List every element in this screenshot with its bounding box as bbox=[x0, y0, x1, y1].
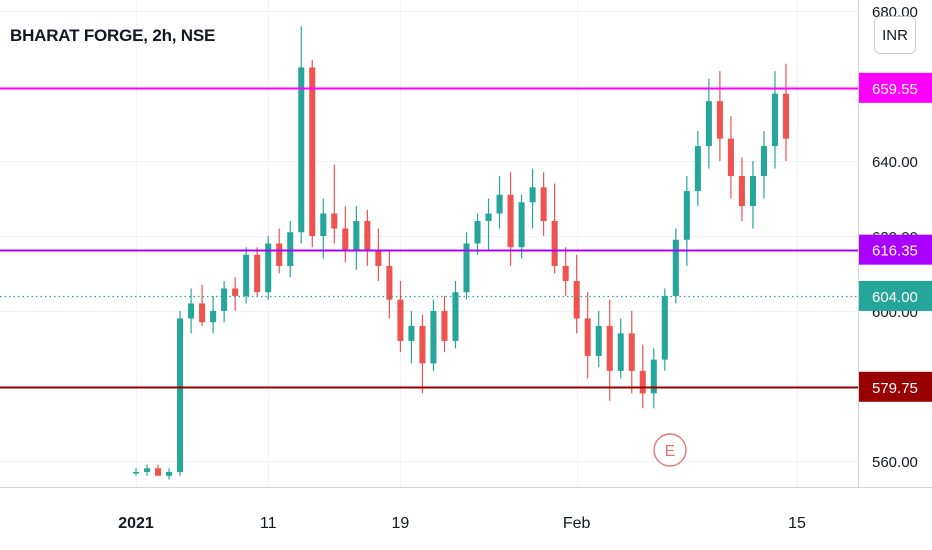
candle-body bbox=[485, 213, 492, 222]
candle-body bbox=[419, 325, 426, 364]
time-tick-label: 15 bbox=[788, 515, 806, 532]
candle-body bbox=[595, 325, 602, 356]
candle-body bbox=[331, 213, 338, 229]
candle-body bbox=[166, 472, 173, 476]
candle-body bbox=[617, 333, 624, 371]
candle-body bbox=[584, 318, 591, 356]
time-tick-label: 2021 bbox=[118, 515, 154, 532]
candle-body bbox=[143, 468, 151, 473]
price-tick-label: 560.00 bbox=[872, 454, 918, 471]
time-tick-label: 11 bbox=[260, 515, 277, 532]
candle-body bbox=[265, 243, 272, 293]
candle-body bbox=[441, 310, 448, 341]
candle-body bbox=[771, 93, 779, 147]
candle-body bbox=[155, 468, 162, 476]
candle-body bbox=[463, 243, 470, 293]
candle-body bbox=[188, 303, 195, 319]
candle-body bbox=[661, 295, 668, 360]
chart-title: BHARAT FORGE, 2h, NSE bbox=[10, 26, 216, 45]
price-label-text: 659.55 bbox=[872, 81, 918, 98]
candle-body bbox=[408, 325, 415, 341]
candle-body bbox=[507, 194, 514, 248]
earnings-marker-label: E bbox=[665, 443, 676, 460]
time-tick-label: Feb bbox=[563, 515, 591, 532]
candle-body bbox=[474, 221, 481, 244]
price-label-box bbox=[859, 72, 932, 103]
candle-body bbox=[716, 101, 723, 139]
candle-body bbox=[694, 146, 701, 192]
candle-body bbox=[320, 213, 327, 237]
candle-body bbox=[738, 176, 745, 207]
price-label-box bbox=[859, 280, 932, 311]
price-label-text: 616.35 bbox=[872, 243, 918, 260]
candle-body bbox=[628, 333, 635, 371]
price-label-text: 579.75 bbox=[872, 380, 918, 397]
price-label-box bbox=[859, 371, 932, 402]
time-tick-label: 19 bbox=[392, 515, 410, 532]
candle-body bbox=[782, 93, 790, 139]
candle-body bbox=[672, 239, 679, 296]
candle-body bbox=[683, 191, 690, 240]
candle-body bbox=[518, 202, 525, 248]
candle-body bbox=[221, 288, 228, 311]
candle-body bbox=[254, 254, 261, 293]
price-tick-label: 640.00 bbox=[872, 154, 918, 171]
candle-body bbox=[452, 292, 459, 341]
candle-body bbox=[760, 146, 767, 177]
candle-body bbox=[309, 67, 316, 237]
candle-body bbox=[749, 176, 756, 207]
candle-body bbox=[562, 265, 569, 281]
candle-body bbox=[496, 194, 503, 214]
currency-button[interactable]: INR bbox=[874, 16, 916, 54]
earnings-marker bbox=[653, 433, 687, 467]
candle-body bbox=[375, 250, 382, 266]
candle-body bbox=[606, 325, 613, 371]
candle-body bbox=[551, 221, 558, 266]
candle-body bbox=[386, 265, 393, 300]
candle-body bbox=[540, 187, 547, 222]
candle-body bbox=[650, 359, 657, 394]
candle-body bbox=[705, 101, 712, 147]
candle-body bbox=[132, 472, 140, 474]
candle-body bbox=[232, 288, 239, 296]
candle-body bbox=[342, 228, 349, 251]
candle-body bbox=[364, 221, 371, 251]
candle-body bbox=[210, 310, 217, 323]
candle-body bbox=[397, 299, 404, 341]
candle-body bbox=[639, 370, 646, 394]
candle-body bbox=[298, 67, 305, 233]
candle-body bbox=[573, 280, 580, 319]
price-label-box bbox=[859, 234, 932, 265]
candle-body bbox=[177, 318, 184, 473]
candle-body bbox=[199, 303, 206, 323]
candle-body bbox=[430, 310, 437, 364]
candle-body bbox=[727, 138, 734, 177]
candle-body bbox=[529, 187, 536, 203]
candle-body bbox=[243, 254, 250, 296]
candle-body bbox=[353, 221, 360, 251]
candle-body bbox=[287, 232, 294, 266]
candle-body bbox=[276, 243, 283, 266]
price-label-text: 604.00 bbox=[872, 289, 918, 306]
